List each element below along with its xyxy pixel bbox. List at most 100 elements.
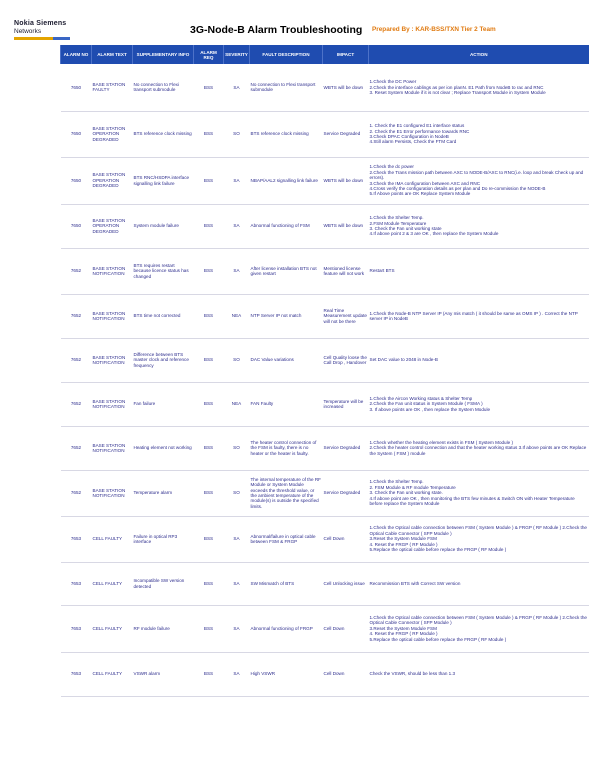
col-header-alarm-no: ALARM NO — [60, 45, 92, 64]
fault-description-cell: NTP Server IP not match — [249, 294, 323, 339]
col-header-alarm-req: ALARM REQ — [193, 45, 224, 64]
action-cell: 1.Check the Optical cable connection bet… — [368, 516, 589, 563]
fault-description-cell: Abnormal functioning of FRGP — [249, 605, 323, 653]
prepared-by: Prepared By : KAR-BSS/TXN Tier 2 Team — [372, 26, 496, 33]
supplementary-info-cell: Incompatible SW version detected — [132, 562, 194, 606]
table-row: 7652 BASE STATION NOTIFICATION BTS time … — [60, 294, 589, 339]
alarm-table: ALARM NO ALARM TEXT SUPPLEMENTARY INFO A… — [60, 45, 589, 697]
alarm-text-cell: CELL FAULTY — [91, 516, 133, 563]
fault-description-cell: High VSWR — [249, 652, 323, 697]
severity-cell: SO — [223, 470, 250, 517]
col-header-action: ACTION — [368, 45, 589, 64]
impact-cell: WBTS will be down — [322, 157, 369, 205]
action-cell: Restart BTS — [368, 248, 589, 295]
severity-cell: SO — [223, 426, 250, 471]
alarm-req-cell: BSS — [193, 652, 224, 697]
table-row: 7650 BASE STATION OPERATION DEGRADED Sys… — [60, 204, 589, 249]
alarm-no-cell: 7650 — [60, 157, 92, 205]
action-cell: 1.Check the Optical cable connection bet… — [368, 605, 589, 653]
impact-cell: Cell Down — [322, 652, 369, 697]
alarm-no-cell: 7652 — [60, 248, 92, 295]
severity-cell: SA — [223, 204, 250, 249]
supplementary-info-cell: BTS RNC/HSDPA interface signalling link … — [132, 157, 194, 205]
alarm-text-cell: CELL FAULTY — [91, 652, 133, 697]
table-row: 7650 BASE STATION OPERATION DEGRADED BTS… — [60, 157, 589, 205]
col-header-alarm-text: ALARM TEXT — [91, 45, 133, 64]
alarm-req-cell: BSS — [193, 338, 224, 383]
alarm-req-cell: BSS — [193, 294, 224, 339]
supplementary-info-cell: No connection to Flexi transport submodu… — [132, 64, 194, 112]
col-header-severity: SEVERITY — [223, 45, 250, 64]
table-row: 7653 CELL FAULTY Failure in optical RP3 … — [60, 516, 589, 563]
action-cell: 1.Check whether the heating element exis… — [368, 426, 589, 471]
page-title: 3G-Node-B Alarm Troubleshooting — [190, 24, 363, 36]
action-cell: Check the VSWR, should be less than 1.3 — [368, 652, 589, 697]
alarm-req-cell: BSS — [193, 64, 224, 112]
alarm-req-cell: BSS — [193, 111, 224, 158]
impact-cell: WBTS will be down — [322, 64, 369, 112]
supplementary-info-cell: BTS requires restart because licence sta… — [132, 248, 194, 295]
fault-description-cell: The internal temperature of the RF Modul… — [249, 470, 323, 517]
impact-cell: Service Degraded — [322, 426, 369, 471]
fault-description-cell: The heater control connection of the FSM… — [249, 426, 323, 471]
alarm-req-cell: BSS — [193, 157, 224, 205]
alarm-req-cell: BSS — [193, 470, 224, 517]
table-row: 7650 BASE STATION FAULTY No connection t… — [60, 64, 589, 112]
alarm-req-cell: BSS — [193, 516, 224, 563]
fault-description-cell: BTS reference clock missing — [249, 111, 323, 158]
action-cell: 1. Check the E1 configured E1 interface … — [368, 111, 589, 158]
alarm-no-cell: 7650 — [60, 204, 92, 249]
alarm-no-cell: 7652 — [60, 470, 92, 517]
alarm-no-cell: 7652 — [60, 338, 92, 383]
table-row: 7652 BASE STATION NOTIFICATION Differenc… — [60, 338, 589, 383]
alarm-no-cell: 7652 — [60, 382, 92, 427]
col-header-fault-description: FAULT DESCRIPTION — [249, 45, 323, 64]
supplementary-info-cell: RF module failure — [132, 605, 194, 653]
fault-description-cell: After license installation BTS not given… — [249, 248, 323, 295]
severity-cell: SA — [223, 248, 250, 295]
table-row: 7653 CELL FAULTY VSWR alarm BSS SA High … — [60, 652, 589, 697]
alarm-no-cell: 7653 — [60, 516, 92, 563]
alarm-no-cell: 7652 — [60, 426, 92, 471]
impact-cell: Mentioned license feature will not work — [322, 248, 369, 295]
logo-line-1: Nokia Siemens — [14, 20, 67, 27]
action-cell: 1.Check the dc power 2.Check the Trans m… — [368, 157, 589, 205]
alarm-text-cell: BASE STATION OPERATION DEGRADED — [91, 204, 133, 249]
severity-cell: SA — [223, 652, 250, 697]
alarm-text-cell: BASE STATION OPERATION DEGRADED — [91, 157, 133, 205]
alarm-text-cell: CELL FAULTY — [91, 562, 133, 606]
alarm-no-cell: 7653 — [60, 605, 92, 653]
alarm-text-cell: BASE STATION NOTIFICATION — [91, 470, 133, 517]
alarm-req-cell: BSS — [193, 382, 224, 427]
col-header-supplementary-info: SUPPLEMENTARY INFO — [132, 45, 194, 64]
table-row: 7652 BASE STATION NOTIFICATION Heating e… — [60, 426, 589, 471]
supplementary-info-cell: Failure in optical RP3 interface — [132, 516, 194, 563]
severity-cell: SO — [223, 338, 250, 383]
fault-description-cell: DAC Value variations — [249, 338, 323, 383]
impact-cell: Cell Quality loose the Call Drop , Hando… — [322, 338, 369, 383]
supplementary-info-cell: Heating element not working — [132, 426, 194, 471]
severity-cell: SA — [223, 64, 250, 112]
impact-cell: Cell Down — [322, 516, 369, 563]
impact-cell: Temperature will be increased — [322, 382, 369, 427]
table-row: 7652 BASE STATION NOTIFICATION Fan failu… — [60, 382, 589, 427]
table-header-row: ALARM NO ALARM TEXT SUPPLEMENTARY INFO A… — [60, 45, 589, 64]
impact-cell: Cell Unlocking issue — [322, 562, 369, 606]
impact-cell: Service Degraded — [322, 111, 369, 158]
alarm-text-cell: CELL FAULTY — [91, 605, 133, 653]
logo-line-2: Networks — [14, 28, 42, 35]
fault-description-cell: Abnormal/failure in optical cable betwee… — [249, 516, 323, 563]
action-cell: 1.Check the DC Power 2.Check the interfa… — [368, 64, 589, 112]
supplementary-info-cell: BTS time not corrected — [132, 294, 194, 339]
alarm-no-cell: 7650 — [60, 111, 92, 158]
action-cell: 1.Check the Shelter Temp. 2. FSM Module … — [368, 470, 589, 517]
alarm-no-cell: 7650 — [60, 64, 92, 112]
action-cell: 1.Check the Node-B NTP Server IP (Any mi… — [368, 294, 589, 339]
action-cell: Recommission BTS with Correct SW version — [368, 562, 589, 606]
severity-cell: NEA — [223, 382, 250, 427]
supplementary-info-cell: System module failure — [132, 204, 194, 249]
alarm-req-cell: BSS — [193, 426, 224, 471]
fault-description-cell: FAN Faulty — [249, 382, 323, 427]
col-header-impact: IMPACT — [322, 45, 369, 64]
alarm-req-cell: BSS — [193, 204, 224, 249]
